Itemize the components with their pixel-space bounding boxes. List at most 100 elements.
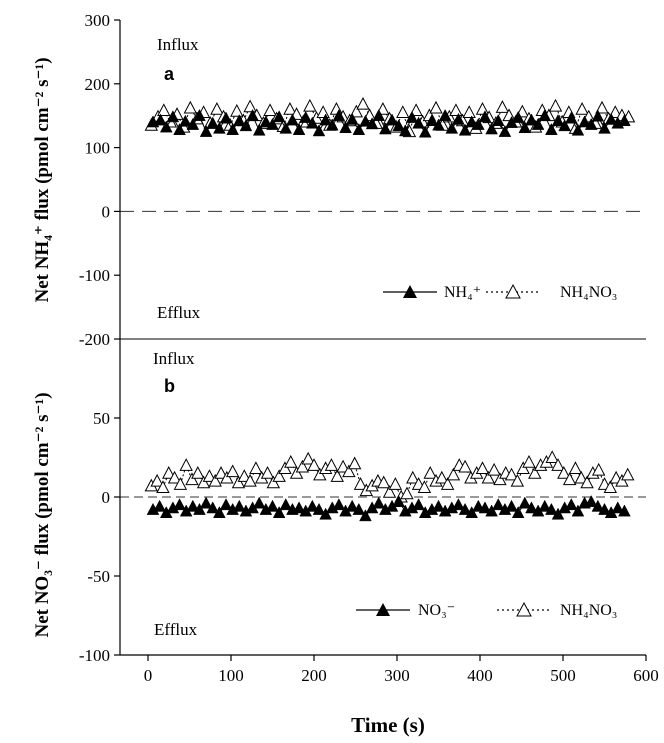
panel-b-legend: NO₃⁻ NH₄NO₃ — [356, 601, 617, 619]
panel-b-influx-note: Influx — [153, 349, 195, 368]
panel-b-series-2-point — [516, 461, 530, 475]
panel-a-series-1-point — [618, 114, 631, 127]
panel-b-series-1-point — [564, 498, 578, 511]
panel-b-series-2-point — [580, 475, 594, 489]
panel-b-series-1-point — [193, 502, 206, 515]
panel-a-series-1-point — [432, 118, 445, 131]
panel-b-series-1-point — [478, 501, 492, 514]
x-tick-label: 0 — [144, 666, 153, 685]
panel-a-ytick-label: -100 — [79, 266, 110, 285]
panel-a-series-1-point — [438, 108, 452, 121]
legend-b-series-1-swatch — [356, 603, 410, 616]
panel-a-ylabel: Net NH₄⁺ flux (pmol cm⁻² s⁻¹) — [32, 57, 53, 302]
panel-b-series-1-point — [571, 504, 585, 517]
panel-b-series-2-point — [504, 467, 519, 481]
panel-a-series-1-point — [266, 117, 279, 130]
panel-a-series-1-point — [445, 121, 459, 134]
panel-a: -200 -100 0 100 200 300 — [79, 11, 646, 349]
panel-a-series-1-point — [259, 115, 273, 128]
panel-b-series-2-point — [237, 469, 251, 482]
panel-a-series-1-point — [558, 119, 571, 132]
panel-b-series-2-point — [417, 480, 432, 493]
panel-a-series-1-point — [232, 114, 246, 127]
legend-b-series-2-swatch — [497, 601, 551, 617]
panel-b-series-2-point — [481, 470, 496, 484]
panel-a-series-1-point — [458, 123, 472, 136]
panel-b-series-1-point — [199, 496, 213, 509]
panel-a-series-1-point — [226, 123, 239, 135]
legend-a-series-2-label: NH₄NO₃ — [560, 284, 617, 301]
panel-a-series-1-point — [193, 108, 206, 121]
panel-b-series-2-point — [377, 475, 391, 489]
panel-a-series-2-point — [396, 105, 410, 118]
panel-b-series-2-point — [301, 451, 315, 465]
panel-b-series-1-point — [266, 499, 279, 512]
x-tick-label: 300 — [384, 666, 410, 685]
panel-a-ytick-label: -200 — [79, 330, 110, 349]
panel-b-ylabel: Net NO₃⁻ flux (pmol cm⁻² s⁻¹) — [32, 392, 53, 637]
panel-a-series-1-point — [352, 123, 366, 135]
panel-b-label: b — [164, 376, 175, 396]
panel-b-series-1-point — [319, 507, 332, 520]
legend-b-series-2-label: NH₄NO₃ — [560, 602, 617, 619]
panel-b-series-1-point — [272, 506, 286, 519]
panel-a-series-2-point — [283, 102, 297, 115]
panel-a-series-2-point — [230, 103, 244, 117]
legend-a-series-1-label: NH₄⁺ — [444, 284, 481, 301]
panel-b-series-2-point — [185, 472, 199, 486]
panel-b-series-2-point — [388, 477, 403, 490]
panel-a-series-2-point — [429, 100, 443, 114]
panel-a-series-1-point — [525, 113, 538, 126]
panel-b-series-1-point — [219, 498, 233, 511]
panel-b-ytick-label: -50 — [87, 567, 110, 586]
panel-b-series-2-point — [179, 458, 193, 471]
panel-b-series-2-point — [591, 462, 606, 476]
panel-b-series-2-point — [557, 466, 571, 479]
panel-a-series-1-point — [551, 114, 565, 127]
panel-b-series-1-point — [306, 499, 319, 512]
panel-a-series-1-point — [578, 115, 591, 128]
panel-a-series-1-point — [498, 124, 512, 137]
panel-a-series-2-point — [575, 102, 589, 115]
panel-b-series-2-point — [249, 461, 263, 475]
panel-b-series-2-point — [475, 461, 490, 475]
x-axis-title: Time (s) — [351, 713, 425, 737]
legend-b-series-1-label: NO₃⁻ — [418, 602, 455, 619]
panel-a-series-1-point — [154, 113, 167, 126]
panel-b-series-2-point — [196, 475, 211, 489]
panel-a-series-1-point — [379, 122, 392, 135]
panel-b-series-2-point — [528, 466, 542, 479]
panel-a-series-2-point — [595, 100, 609, 114]
panel-a-series-2-point — [495, 100, 510, 113]
panel-a-series-1-point — [179, 114, 192, 127]
panel-a-series-1-point — [564, 111, 578, 124]
panel-a-series-1-point — [166, 110, 180, 123]
panel-b-series-1-point — [206, 501, 220, 514]
panel-a-series-1-point — [365, 117, 379, 130]
panel-a-series-1-point — [412, 116, 425, 129]
panel-a-series-2-point — [409, 103, 423, 117]
panel-b-efflux-note: Efflux — [154, 620, 198, 639]
panel-a-series-2-point — [608, 105, 623, 118]
panel-a-series-1-point — [604, 112, 618, 125]
panel-b-series-2-point — [278, 461, 292, 475]
panel-b-series-1-point — [252, 496, 266, 509]
panel-b-series-1-point — [372, 496, 386, 509]
panel-b-series-2-point — [231, 475, 246, 489]
panel-b-series-2-point — [435, 470, 449, 484]
panel-a-series-1-point — [571, 123, 585, 136]
panel-a-series-1-point — [306, 116, 319, 129]
panel-a-series-2-point — [548, 98, 563, 112]
panel-a-series-1-point — [531, 117, 545, 130]
panel-b-series-2-point — [225, 464, 240, 478]
panel-b-series-2-point — [446, 467, 461, 481]
panel-a-series-2-point — [449, 103, 463, 117]
panel-b-series-1-point — [551, 507, 565, 520]
panel-b-series-2-point — [324, 458, 339, 471]
panel-b-series-1-point — [332, 498, 346, 511]
panel-a-series-2-point — [243, 99, 257, 113]
panel-a-series-1-point — [186, 117, 200, 130]
panel-b-series-2-point — [266, 475, 281, 489]
panel-a-ytick-label: 100 — [85, 139, 111, 158]
x-tick-label: 500 — [550, 666, 576, 685]
